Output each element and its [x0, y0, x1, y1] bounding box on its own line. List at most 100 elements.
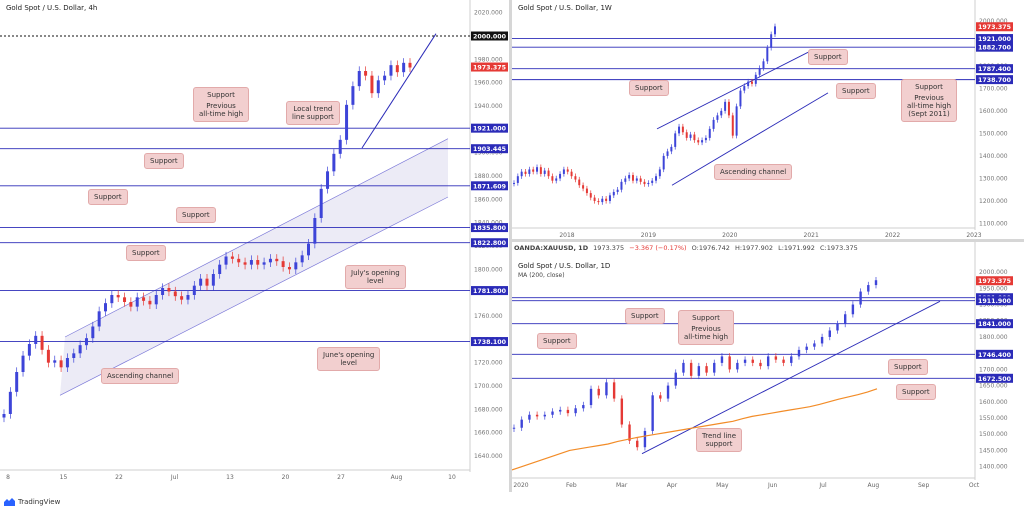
candle-body — [528, 169, 531, 174]
y-tick-label: 1300.000 — [979, 175, 1008, 182]
candle-body — [300, 255, 304, 263]
chart-panel-1d[interactable]: 2000.0001950.0001900.0001850.0001800.000… — [512, 242, 1024, 492]
y-tick-label: 1720.000 — [474, 360, 503, 367]
candle-body — [674, 372, 677, 386]
chart-panel-4h[interactable]: 2020.000 2000.000 1980.000 1960.000 1940.000… — [0, 0, 509, 492]
y-tick-label: 1680.000 — [474, 406, 503, 413]
candle-body — [154, 295, 158, 305]
price-tag-label: 1787.400 — [978, 66, 1012, 73]
last-price: 1973.375 — [593, 244, 625, 252]
candle-body — [662, 155, 665, 170]
candle-body — [129, 302, 133, 307]
candle-body — [281, 261, 285, 267]
candle-body — [643, 181, 646, 185]
x-tick-label: Jul — [170, 474, 179, 481]
x-tick-label: 2021 — [804, 232, 819, 239]
candle-body — [766, 356, 770, 367]
candle-body — [275, 258, 279, 262]
candle-body — [636, 440, 639, 448]
candle-body — [528, 414, 531, 420]
candle-body — [78, 345, 82, 354]
candle-body — [620, 398, 624, 425]
candle-body — [192, 285, 196, 295]
y-tick-label: 1980.000 — [474, 56, 503, 63]
y-tick-label: 1950.000 — [979, 285, 1008, 292]
candle-body — [578, 179, 581, 186]
y-tick-label: 1500.000 — [979, 130, 1008, 137]
candle-body — [27, 344, 31, 356]
candle-body — [782, 359, 785, 363]
x-tick-label: 27 — [337, 474, 345, 481]
y-tick-label: 1960.000 — [474, 80, 503, 87]
candle-body — [759, 362, 762, 367]
candle-body — [72, 353, 76, 358]
candle-body — [351, 86, 355, 105]
price-tag-box — [471, 31, 508, 41]
chart-4h-plot[interactable]: 2020.000 2000.000 1980.000 1960.000 1940.000… — [0, 0, 509, 492]
candle-body — [376, 80, 380, 94]
candle-body — [395, 65, 399, 73]
candle-body — [859, 291, 862, 305]
candle-body — [751, 359, 754, 363]
annotation-july-open: July's opening level — [345, 265, 406, 289]
candle-body — [123, 297, 127, 302]
panel-divider-vertical[interactable] — [509, 0, 512, 492]
price-tag-box — [471, 181, 508, 191]
price-tag-label: 1973.375 — [473, 65, 506, 72]
candle-body — [605, 382, 608, 396]
annotation-june-open: June's opening level — [317, 347, 381, 371]
chart-panel-1w[interactable]: 2000.0001900.0001800.0001700.0001600.000… — [512, 0, 1024, 239]
candle-body — [40, 335, 44, 350]
candle-body — [589, 388, 593, 406]
chart-1w-plot[interactable]: 2000.0001900.0001800.0001700.0001600.000… — [512, 0, 1024, 239]
x-tick-label: Jun — [767, 482, 778, 489]
price-tag-box — [976, 42, 1013, 52]
candle-body — [516, 176, 519, 183]
candle-body — [720, 356, 724, 363]
price-change: −3.367 (−0.17%) — [629, 244, 687, 252]
candle-body — [728, 356, 731, 370]
price-tag-label: 1921.000 — [473, 126, 507, 133]
price-tag-label: 1672.500 — [978, 376, 1012, 383]
candle-body — [199, 278, 203, 286]
panel-divider-horizontal[interactable] — [512, 239, 1024, 242]
price-tag-box — [976, 64, 1013, 74]
price-tag-label: 1738.700 — [978, 77, 1012, 84]
candle-body — [813, 343, 816, 347]
price-tag-box — [471, 337, 508, 347]
candle-body — [34, 335, 38, 344]
candle-body — [674, 133, 677, 147]
y-tick-label: 1200.000 — [979, 198, 1008, 205]
candle-body — [736, 362, 739, 370]
price-tag-label: 1738.100 — [473, 339, 507, 346]
price-tag-label: 1822.800 — [473, 240, 507, 247]
x-tick-label: Oct — [969, 482, 980, 489]
candle-body — [536, 167, 539, 172]
candle-body — [805, 346, 808, 350]
candle-body — [383, 75, 387, 81]
x-tick-label: 15 — [60, 474, 68, 481]
x-tick-label: 8 — [6, 474, 10, 481]
x-tick-label: Feb — [566, 482, 577, 489]
candle-body — [658, 169, 661, 177]
annotation-ascending-channel: Ascending channel — [101, 368, 180, 384]
chart-title: Gold Spot / U.S. Dollar, 1W — [518, 4, 612, 12]
candle-body — [739, 90, 742, 107]
candle-body — [551, 176, 554, 181]
annotation-ascending-channel: Ascending channel — [714, 164, 793, 180]
candle-body — [659, 395, 662, 399]
price-tag-box — [976, 34, 1013, 44]
price-tag-label: 1921.000 — [978, 36, 1012, 43]
candle-body — [97, 311, 101, 327]
price-tag-box — [976, 75, 1013, 85]
price-tag-label: 1973.375 — [978, 24, 1011, 31]
price-tag-label: 1882.700 — [978, 45, 1012, 52]
chart-1d-plot[interactable]: 2000.0001950.0001900.0001850.0001800.000… — [512, 242, 1024, 492]
tradingview-footer[interactable]: TradingView — [4, 497, 60, 506]
y-tick-label: 2000.000 — [979, 269, 1008, 276]
price-tag-box — [471, 286, 508, 296]
candle-body — [532, 169, 535, 172]
x-tick-label: 2020 — [513, 482, 528, 489]
tradingview-logo-icon — [4, 498, 15, 506]
x-tick-label: 20 — [282, 474, 290, 481]
